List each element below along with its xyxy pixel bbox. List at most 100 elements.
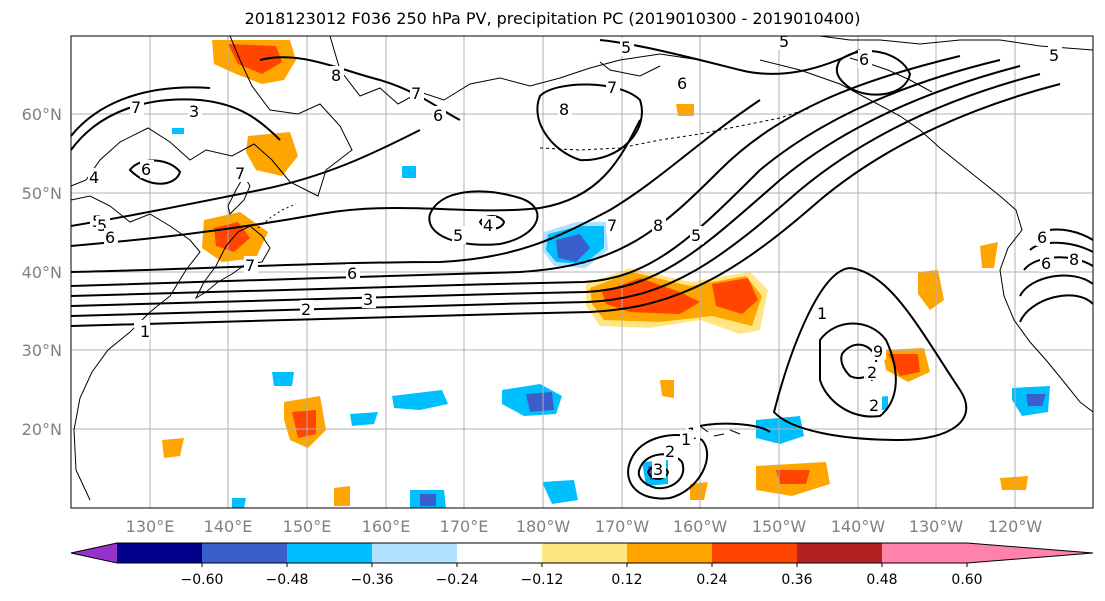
lat-label: 20°N <box>22 420 62 439</box>
neg-anomaly-core <box>1026 394 1046 406</box>
contour-label: 6 <box>1041 254 1051 273</box>
colorbar-tick-label: −0.60 <box>181 572 224 588</box>
contour-label-bg <box>300 300 314 318</box>
colorbar-tick-label: 0.12 <box>611 572 642 588</box>
contour-label-bg <box>88 168 102 186</box>
contour-label-bg <box>410 84 424 102</box>
contour-label: 8 <box>559 100 569 119</box>
contour-label-bg <box>1040 254 1054 272</box>
neg-anomaly-blob <box>542 480 578 504</box>
contour-label-bg <box>866 362 880 380</box>
colorbar-tick-label: 0.36 <box>781 572 812 588</box>
colorbar-extend-low <box>71 543 117 563</box>
lon-label: 180°W <box>516 517 571 536</box>
contour-label: 7 <box>131 98 141 117</box>
lat-label: 60°N <box>22 105 62 124</box>
neg-anomaly-core <box>420 494 436 506</box>
pos-anomaly-core <box>292 410 316 438</box>
contour-label-bg <box>620 38 634 56</box>
contour-label: 4 <box>89 168 99 187</box>
contour-label-bg <box>432 106 446 124</box>
contour-label-bg <box>1048 46 1062 64</box>
contour-label: 5 <box>1049 46 1059 65</box>
neg-anomaly-blob <box>232 498 246 508</box>
contour-label: 6 <box>347 264 357 283</box>
lat-label: 40°N <box>22 263 62 282</box>
lon-label: 140°W <box>831 517 886 536</box>
contour-label-bg <box>452 226 466 244</box>
contour-label-bg <box>362 290 376 308</box>
contour-label-bg <box>1036 228 1050 246</box>
neg-anomaly-blob <box>392 390 448 410</box>
pv-contours <box>70 39 1094 500</box>
contour-label: 3 <box>363 290 373 309</box>
latitude-labels: 60°N 50°N 40°N 30°N 20°N <box>22 105 62 439</box>
pos-anomaly-blob <box>1000 476 1028 490</box>
contour-label: 5 <box>691 226 701 245</box>
pos-anomaly-blob <box>162 438 184 458</box>
contour-labels: 7 3 8 7 6 5 2 6 5 8 5 6 7 4 5 6 5 4 7 <box>88 32 1082 479</box>
contour-label-bg <box>664 442 678 460</box>
contour-label-bg <box>1068 250 1082 268</box>
contour-label-bg <box>234 164 248 182</box>
contour-label: 6 <box>105 228 115 247</box>
colorbar-segment <box>202 543 287 563</box>
contour-label: 3 <box>189 102 199 121</box>
pos-anomaly-blob <box>676 104 694 116</box>
contour-label-bg <box>606 216 620 234</box>
neg-anomaly-blob <box>272 372 294 386</box>
neg-anomaly-core <box>556 234 590 262</box>
contour-label: 6 <box>433 106 443 125</box>
contour-label-bg <box>816 304 830 322</box>
contour-label-bg <box>558 100 572 118</box>
contour-label-bg <box>104 228 118 246</box>
pos-anomaly-core <box>712 278 758 314</box>
pos-anomaly-blob <box>980 242 998 268</box>
colorbar-segment <box>797 543 882 563</box>
neg-anomaly-blob <box>172 128 184 134</box>
contour-label-bg <box>244 256 258 274</box>
contour-label-bg <box>652 460 666 478</box>
colorbar-tick-label: −0.36 <box>351 572 394 588</box>
contour-label: 7 <box>245 256 255 275</box>
longitude-labels: 130°E 140°E 150°E 160°E 170°E 180°W 170°… <box>126 517 1043 536</box>
lon-label: 160°W <box>673 517 728 536</box>
contour-label-bg <box>136 322 150 340</box>
lon-label: 120°W <box>988 517 1043 536</box>
contour-label-bg <box>858 50 872 68</box>
contour-label-bg <box>652 216 666 234</box>
contour-label: 9 <box>873 342 883 361</box>
colorbar-segment <box>882 543 967 563</box>
neg-anomaly-blob <box>350 412 378 426</box>
contour-label: 3 <box>653 460 663 479</box>
colorbar-tick-label: −0.12 <box>521 572 564 588</box>
contour-label-bg <box>868 396 882 414</box>
map-title: 2018123012 F036 250 hPa PV, precipitatio… <box>244 9 861 28</box>
contour-label: 1 <box>140 322 150 341</box>
colorbar-segment <box>627 543 712 563</box>
lon-label: 170°W <box>595 517 650 536</box>
contour-label: 6 <box>859 50 869 69</box>
contour-label-bg <box>680 430 694 448</box>
lon-label: 150°E <box>283 517 332 536</box>
contour-label: 7 <box>607 78 617 97</box>
contour-label-bg <box>130 98 144 116</box>
contour-label: 2 <box>665 442 675 461</box>
lon-label: 140°E <box>204 517 253 536</box>
colorbar-tick-label: −0.24 <box>436 572 479 588</box>
pos-anomaly-core <box>228 44 282 74</box>
contour-label-bg <box>140 160 154 178</box>
colorbar-segment <box>117 543 202 563</box>
pos-anomaly-core <box>602 278 700 314</box>
neg-anomaly-core <box>526 392 554 412</box>
lon-label: 160°E <box>362 517 411 536</box>
lon-label: 150°W <box>752 517 807 536</box>
colorbar-segment <box>372 543 457 563</box>
contour-label: 7 <box>411 84 421 103</box>
contour-label-bg <box>482 216 496 234</box>
contour-label: 8 <box>1069 250 1079 269</box>
contour-label: 6 <box>141 160 151 179</box>
contour-label: 2 <box>867 363 877 382</box>
contour-label: 5 <box>453 226 463 245</box>
